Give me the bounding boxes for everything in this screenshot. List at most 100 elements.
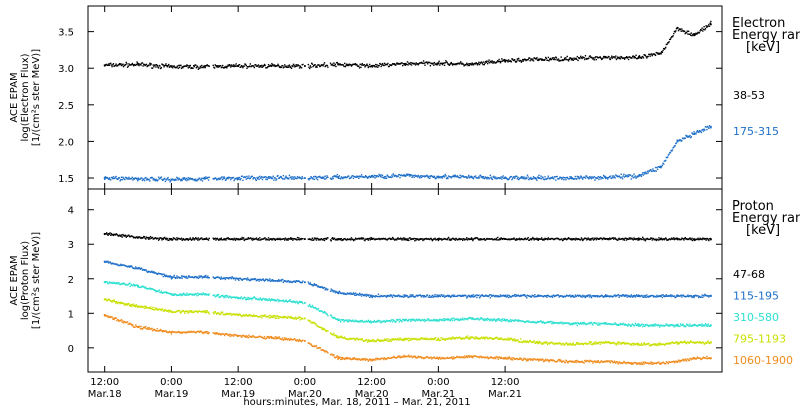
point-115-195 <box>687 294 689 296</box>
point-38-53 <box>140 64 142 66</box>
point-115-195 <box>112 262 114 264</box>
datum-47-68 <box>170 238 173 240</box>
point-310-580 <box>705 325 707 327</box>
point-38-53 <box>623 58 626 60</box>
point-310-580 <box>356 321 359 323</box>
point-175-315 <box>213 178 215 180</box>
point-115-195 <box>323 286 326 289</box>
point-175-315 <box>176 176 178 179</box>
point-310-580 <box>269 299 271 301</box>
point-175-315 <box>116 177 118 180</box>
point-795-1193 <box>204 311 206 314</box>
point-795-1193 <box>220 311 223 313</box>
point-175-315 <box>323 178 326 180</box>
point-115-195 <box>447 295 450 298</box>
point-175-315 <box>459 174 461 177</box>
datum-115-195 <box>404 295 406 297</box>
point-175-315 <box>193 178 196 181</box>
point-47-68 <box>406 239 409 241</box>
point-310-580 <box>434 320 436 322</box>
point-38-53 <box>527 58 529 61</box>
point-795-1193 <box>277 317 280 319</box>
point-38-53 <box>124 64 126 67</box>
point-310-580 <box>368 320 370 323</box>
point-47-68 <box>352 238 354 241</box>
point-38-53 <box>153 65 155 68</box>
point-115-195 <box>493 294 495 297</box>
point-795-1193 <box>349 337 351 340</box>
point-175-315 <box>240 177 242 180</box>
point-175-315 <box>646 172 648 175</box>
point-38-53 <box>638 56 640 58</box>
point-47-68 <box>462 239 464 242</box>
point-38-53 <box>617 57 620 59</box>
point-115-195 <box>128 265 130 267</box>
point-38-53 <box>654 53 656 56</box>
point-38-53 <box>336 61 339 64</box>
point-115-195 <box>224 278 227 281</box>
point-38-53 <box>498 58 500 61</box>
point-175-315 <box>648 170 651 172</box>
point-115-195 <box>441 294 443 296</box>
point-47-68 <box>112 233 114 236</box>
point-175-315 <box>332 177 334 180</box>
point-310-580 <box>598 324 601 326</box>
point-47-68 <box>207 239 210 241</box>
point-175-315 <box>465 176 467 178</box>
point-310-580 <box>497 319 500 321</box>
point-175-315 <box>315 175 317 178</box>
point-175-315 <box>267 177 269 179</box>
point-115-195 <box>358 294 360 296</box>
point-38-53 <box>322 65 324 67</box>
point-310-580 <box>640 324 643 326</box>
point-310-580 <box>264 299 266 301</box>
point-38-53 <box>640 57 643 60</box>
point-310-580 <box>240 296 243 298</box>
point-115-195 <box>172 276 175 278</box>
point-38-53 <box>668 41 670 43</box>
datum-47-68 <box>437 238 440 240</box>
point-38-53 <box>490 60 492 62</box>
point-115-195 <box>511 295 513 298</box>
point-47-68 <box>271 239 274 241</box>
point-310-580 <box>614 322 616 324</box>
point-795-1193 <box>136 305 138 307</box>
point-115-195 <box>439 295 442 298</box>
point-175-315 <box>141 179 144 182</box>
point-795-1193 <box>190 311 192 313</box>
point-175-315 <box>236 178 239 181</box>
point-115-195 <box>352 293 354 295</box>
point-115-195 <box>633 295 635 298</box>
point-175-315 <box>532 177 534 180</box>
datum-47-68 <box>693 238 696 240</box>
point-310-580 <box>688 325 690 327</box>
point-310-580 <box>269 300 272 302</box>
point-38-53 <box>401 62 403 64</box>
point-175-315 <box>684 137 686 139</box>
point-175-315 <box>229 177 231 179</box>
point-310-580 <box>129 285 132 288</box>
point-310-580 <box>500 318 502 321</box>
point-38-53 <box>238 64 241 66</box>
point-175-315 <box>278 177 281 179</box>
point-115-195 <box>701 294 703 296</box>
point-175-315 <box>647 172 649 174</box>
point-47-68 <box>629 237 632 239</box>
point-175-315 <box>387 175 389 177</box>
point-175-315 <box>391 174 393 176</box>
point-310-580 <box>311 304 314 307</box>
point-47-68 <box>290 238 293 240</box>
point-115-195 <box>139 268 142 271</box>
point-310-580 <box>359 320 361 322</box>
point-175-315 <box>513 177 516 180</box>
point-310-580 <box>598 322 600 324</box>
point-175-315 <box>446 176 448 179</box>
point-38-53 <box>276 65 279 67</box>
point-38-53 <box>187 67 189 69</box>
point-115-195 <box>155 272 158 275</box>
datum-175-315 <box>370 175 373 178</box>
point-47-68 <box>621 237 624 240</box>
point-310-580 <box>244 296 246 299</box>
point-175-315 <box>575 178 578 180</box>
point-38-53 <box>130 63 133 66</box>
